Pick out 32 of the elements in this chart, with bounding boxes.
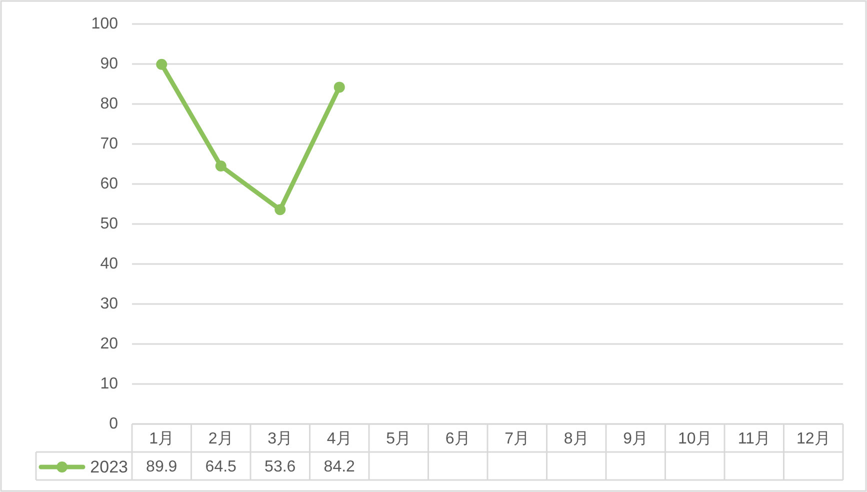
x-tick-label: 2月 [208,430,234,448]
point [156,58,168,70]
y-tick-label: 50 [100,216,118,232]
y-tick-label: 60 [100,176,118,192]
x-tick-label: 7月 [504,430,530,448]
point [274,204,286,216]
point [334,82,345,93]
x-tick-label: 12月 [796,430,830,448]
data-label: 84.2 [324,458,356,476]
y-tick-label: 20 [100,336,118,352]
x-tick-label: 8月 [564,430,589,448]
x-tick-label: 11月 [738,430,770,448]
y-tick-label: 10 [100,376,118,392]
x-tick-label: 9月 [623,430,648,448]
x-tick-label: 6月 [445,430,470,448]
x-tick-label: 4月 [326,430,352,448]
data-label: 64.5 [205,458,237,476]
x-tick-label: 10月 [678,430,712,448]
y-tick-label: 40 [100,256,118,272]
y-tick-label: 80 [100,96,118,112]
y-tick-label: 90 [100,56,118,72]
y-tick-label: 0 [109,416,118,432]
data-label: 89.9 [146,458,178,476]
x-tick-label: 1月 [149,430,174,448]
y-tick-label: 30 [100,296,118,312]
y-tick-label: 70 [100,136,118,152]
x-tick-label: 3月 [268,430,293,448]
x-tick-label: 5月 [386,430,412,448]
data-label: 53.6 [264,458,296,476]
legend-label: 2023 [90,458,128,476]
point [215,160,226,172]
y-tick-label: 100 [91,16,118,32]
